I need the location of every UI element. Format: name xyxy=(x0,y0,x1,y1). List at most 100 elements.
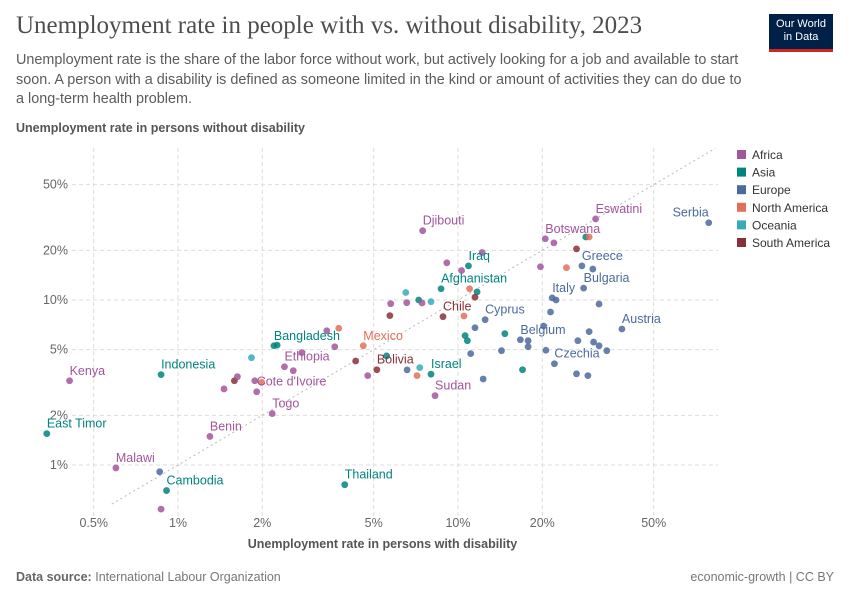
data-point xyxy=(481,316,489,324)
data-point xyxy=(443,259,451,267)
data-point xyxy=(466,285,473,293)
point-label: Greece xyxy=(582,249,623,263)
legend-swatch xyxy=(737,238,746,247)
data-point xyxy=(419,227,427,235)
point-label: Botswana xyxy=(545,222,600,236)
data-point xyxy=(463,337,471,345)
data-point xyxy=(157,371,165,379)
logo-line-2: in Data xyxy=(783,31,819,43)
data-point xyxy=(439,313,447,321)
data-point xyxy=(542,346,550,354)
data-point xyxy=(206,433,214,440)
data-point xyxy=(258,378,266,386)
data-point xyxy=(471,324,479,332)
chart-subtitle: Unemployment rate is the share of the la… xyxy=(16,52,742,107)
data-point xyxy=(220,385,228,393)
x-tick-label: 0.5% xyxy=(79,516,108,530)
data-point xyxy=(585,233,593,241)
legend-item: Europe xyxy=(752,183,791,197)
legend-swatch xyxy=(737,150,746,159)
data-point xyxy=(66,377,73,385)
legend-swatch xyxy=(737,202,746,212)
y-tick-label: 50% xyxy=(43,178,68,192)
data-point xyxy=(331,343,339,351)
data-point xyxy=(563,264,570,272)
point-label: Afghanistan xyxy=(441,272,507,286)
data-source-label: Data source: xyxy=(16,570,92,584)
y-axis-label: Unemployment rate in persons without dis… xyxy=(16,121,305,135)
point-label: Sudan xyxy=(435,379,471,393)
data-point xyxy=(458,267,465,274)
data-point xyxy=(603,347,611,355)
legend-item: Asia xyxy=(752,166,776,180)
data-source-link[interactable]: International Labour Organization xyxy=(95,570,281,584)
point-label: Iraq xyxy=(468,249,490,263)
data-point xyxy=(281,363,288,371)
data-point xyxy=(402,289,410,296)
data-point xyxy=(574,337,582,345)
data-point xyxy=(403,366,411,374)
data-point xyxy=(273,341,281,349)
data-point xyxy=(323,327,331,335)
data-point xyxy=(163,487,170,494)
point-label: Bolivia xyxy=(377,353,414,367)
x-tick-label: 50% xyxy=(641,516,666,530)
data-point xyxy=(595,300,603,308)
legend-swatch xyxy=(737,167,746,177)
data-point xyxy=(519,366,526,374)
data-point xyxy=(298,349,306,356)
data-point xyxy=(465,262,472,270)
data-point xyxy=(248,354,255,362)
data-point xyxy=(551,360,558,368)
license-note[interactable]: economic-growth | CC BY xyxy=(690,570,834,584)
data-point xyxy=(705,219,713,227)
point-label: Thailand xyxy=(345,468,393,482)
legend-swatch xyxy=(737,185,746,195)
data-point xyxy=(618,325,626,333)
point-label: East Timor xyxy=(47,417,107,431)
legend-swatch xyxy=(737,220,746,230)
point-label: Kenya xyxy=(70,364,105,378)
owid-logo[interactable]: Our World in Data xyxy=(769,14,833,52)
y-tick-label: 5% xyxy=(50,343,68,357)
data-point xyxy=(479,375,487,383)
data-point xyxy=(501,330,509,338)
point-label: Serbia xyxy=(673,206,709,220)
data-point xyxy=(537,263,544,271)
point-label: Austria xyxy=(622,312,661,326)
data-point xyxy=(467,350,475,358)
data-point xyxy=(516,336,524,344)
data-point xyxy=(352,357,360,365)
y-tick-label: 20% xyxy=(43,243,68,257)
data-point xyxy=(386,312,394,320)
point-label: Czechia xyxy=(554,347,599,361)
y-tick-label: 1% xyxy=(50,458,68,472)
point-label: Cote d'Ivoire xyxy=(257,375,327,389)
point-label: Israel xyxy=(431,357,462,371)
data-point xyxy=(403,299,411,307)
data-point xyxy=(437,285,445,293)
y-tick-label: 10% xyxy=(43,293,68,307)
point-label: Chile xyxy=(443,300,472,314)
data-point xyxy=(498,347,505,355)
data-point xyxy=(473,288,481,296)
data-point xyxy=(547,308,554,316)
point-label: Bangladesh xyxy=(274,329,340,343)
point-label: Indonesia xyxy=(161,358,215,372)
x-tick-label: 5% xyxy=(365,516,383,530)
data-point xyxy=(573,245,580,253)
data-point xyxy=(541,235,549,243)
data-point xyxy=(383,352,391,360)
data-point xyxy=(590,338,598,346)
chart-title: Unemployment rate in people with vs. wit… xyxy=(16,12,643,39)
reference-line-y-equals-x xyxy=(111,147,716,505)
data-point xyxy=(431,392,439,400)
point-label: Benin xyxy=(210,419,242,433)
data-point xyxy=(524,343,532,351)
data-point xyxy=(592,215,599,223)
x-tick-label: 2% xyxy=(253,516,271,530)
point-label: Italy xyxy=(552,281,576,295)
point-label: Bulgaria xyxy=(584,271,630,285)
data-point xyxy=(589,265,597,273)
y-tick-label: 2% xyxy=(50,408,68,422)
